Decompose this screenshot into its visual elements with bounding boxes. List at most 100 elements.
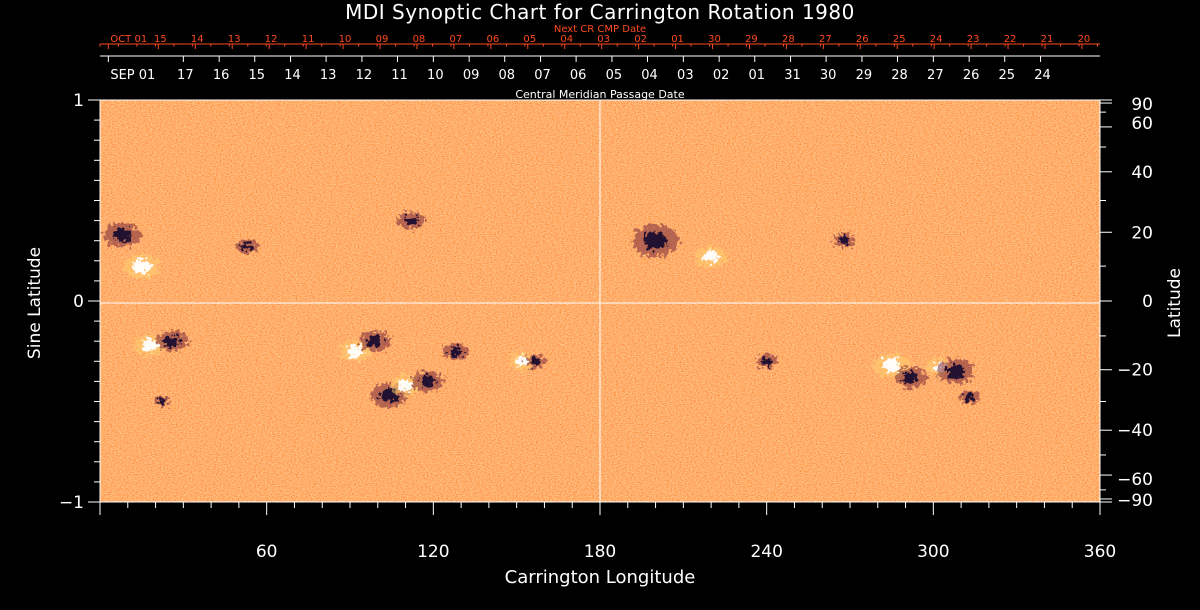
active-region bbox=[937, 359, 975, 384]
y-right-tick-label: −90 bbox=[1117, 491, 1153, 511]
active-region bbox=[156, 330, 189, 352]
active-region bbox=[631, 224, 680, 257]
cmp-tick-label: 31 bbox=[784, 68, 801, 83]
active-region bbox=[695, 246, 727, 268]
active-region-core bbox=[882, 358, 901, 373]
cmp-axis-label: Central Meridian Passage Date bbox=[515, 88, 684, 101]
cmp-tick-label: 01 bbox=[748, 68, 765, 83]
next-cr-tick-label: 02 bbox=[634, 34, 647, 45]
active-region bbox=[153, 396, 170, 407]
y-left-tick-label: 0 bbox=[73, 292, 84, 312]
cmp-tick-label: 27 bbox=[927, 68, 944, 83]
y-right-tick-label: 20 bbox=[1131, 223, 1153, 243]
cmp-tick-label: SEP 01 bbox=[110, 68, 155, 83]
next-cr-tick-label: 21 bbox=[1041, 34, 1054, 45]
active-region bbox=[397, 211, 425, 230]
next-cr-tick-label: 28 bbox=[782, 34, 795, 45]
x-tick-label: 300 bbox=[917, 542, 949, 562]
next-cr-tick-label: 04 bbox=[560, 34, 573, 45]
cmp-tick-label: 05 bbox=[606, 68, 623, 83]
active-region bbox=[958, 390, 981, 405]
next-cr-tick-label: 05 bbox=[523, 34, 536, 45]
next-cr-tick-label: 23 bbox=[967, 34, 980, 45]
active-region-core bbox=[132, 259, 151, 274]
active-region-core bbox=[761, 357, 772, 366]
cmp-tick-label: 15 bbox=[248, 68, 265, 83]
active-region-core bbox=[703, 250, 720, 263]
active-region bbox=[833, 233, 856, 248]
x-axis: 60 120 180 240 300 360 bbox=[99, 502, 1116, 562]
active-region-core bbox=[397, 379, 414, 392]
next-cr-tick-label: 20 bbox=[1078, 34, 1091, 45]
next-cr-tick-label: 22 bbox=[1004, 34, 1017, 45]
next-cr-tick-label: 11 bbox=[302, 34, 315, 45]
active-region-core bbox=[241, 242, 253, 251]
cmp-tick-label: 28 bbox=[891, 68, 908, 83]
next-cr-tick-label: 06 bbox=[486, 34, 499, 45]
next-cr-tick-label: 01 bbox=[671, 34, 684, 45]
active-region-core bbox=[164, 335, 181, 348]
active-region-core bbox=[112, 227, 132, 242]
cmp-tick-label: 25 bbox=[998, 68, 1015, 83]
y-left-tick-label: −1 bbox=[59, 493, 84, 513]
active-region-core bbox=[157, 398, 166, 405]
cmp-tick-label: 08 bbox=[498, 68, 515, 83]
next-cr-tick-label: 12 bbox=[265, 34, 278, 45]
top-axes: OCT 01 15 14 13 12 11 10 09 08 07 06 05 04 03 02 01 30 29… bbox=[99, 24, 1100, 101]
cmp-tick-label: 06 bbox=[570, 68, 587, 83]
cmp-tick-label: 10 bbox=[427, 68, 444, 83]
page-title: MDI Synoptic Chart for Carrington Rotati… bbox=[345, 0, 855, 24]
active-region-core bbox=[643, 231, 668, 250]
next-cr-tick-label: 24 bbox=[930, 34, 943, 45]
active-region-core bbox=[419, 375, 436, 388]
x-tick-label: 360 bbox=[1084, 542, 1116, 562]
cmp-tick-label: 30 bbox=[820, 68, 837, 83]
next-cr-tick-label: 03 bbox=[597, 34, 610, 45]
active-region-core bbox=[839, 236, 850, 245]
active-region-core bbox=[964, 393, 975, 402]
y-right-tick-label: −60 bbox=[1117, 470, 1153, 490]
x-axis-title: Carrington Longitude bbox=[505, 567, 696, 588]
active-regions bbox=[103, 211, 981, 408]
y-right-tick-label: 60 bbox=[1131, 114, 1153, 134]
cmp-tick-label: 09 bbox=[463, 68, 480, 83]
cmp-tick-label: 02 bbox=[713, 68, 730, 83]
cmp-tick-label: 14 bbox=[284, 68, 301, 83]
active-region bbox=[123, 254, 161, 280]
x-tick-label: 240 bbox=[750, 542, 782, 562]
active-region-core bbox=[946, 364, 965, 379]
active-region bbox=[525, 354, 547, 369]
y-axis-right-title: Latitude bbox=[1165, 268, 1185, 338]
active-region-core bbox=[367, 335, 383, 348]
next-cr-tick-label: 29 bbox=[745, 34, 758, 45]
cmp-tick-label: 26 bbox=[963, 68, 980, 83]
y-left-tick-label: 1 bbox=[73, 91, 84, 111]
x-tick-label: 60 bbox=[256, 542, 278, 562]
active-region-core bbox=[404, 215, 418, 226]
active-region bbox=[359, 330, 391, 352]
cmp-tick-label: 11 bbox=[391, 68, 408, 83]
active-region-core bbox=[903, 371, 920, 384]
active-region-core bbox=[347, 345, 364, 358]
y-right-tick-label: 90 bbox=[1131, 95, 1153, 115]
active-region bbox=[236, 239, 258, 254]
x-tick-label: 180 bbox=[584, 542, 616, 562]
next-cr-tick-label: 25 bbox=[893, 34, 906, 45]
active-region bbox=[895, 366, 927, 388]
next-cr-tick-label: OCT 01 bbox=[110, 34, 147, 45]
next-cr-tick-label: 26 bbox=[856, 34, 869, 45]
cmp-tick-label: 16 bbox=[213, 68, 230, 83]
cmp-tick-label: 13 bbox=[320, 68, 337, 83]
active-region bbox=[411, 370, 444, 392]
next-cr-tick-label: 14 bbox=[191, 34, 204, 45]
active-region-core bbox=[448, 346, 463, 357]
active-region bbox=[442, 342, 469, 361]
next-cr-tick-label: 15 bbox=[154, 34, 167, 45]
cmp-tick-label: 07 bbox=[534, 68, 551, 83]
y-right-tick-label: −20 bbox=[1117, 361, 1153, 381]
y-axis-left: 1 0 −1 bbox=[59, 91, 100, 513]
active-region-core bbox=[530, 357, 542, 366]
y-right-tick-label: 40 bbox=[1131, 163, 1153, 183]
